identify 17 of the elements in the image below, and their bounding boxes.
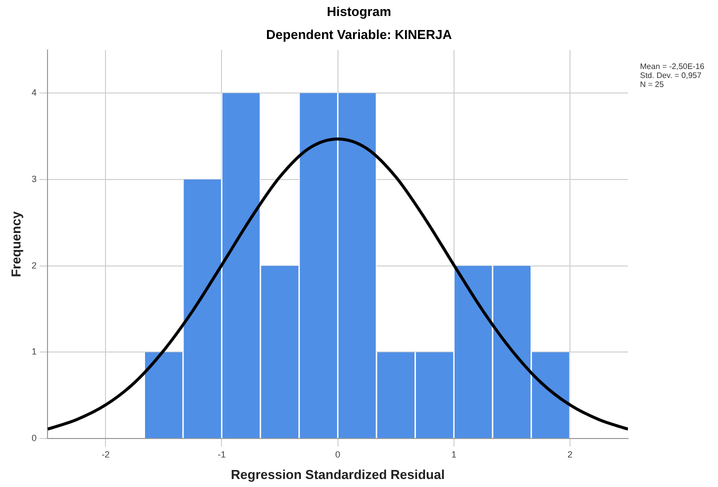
y-tick-label: 0 [32,433,37,444]
y-tick-label: 1 [32,346,37,357]
text: Std. Dev. = 0,957 [640,71,702,80]
x-tick-label: 1 [451,449,456,460]
chart-title: Histogram [326,4,392,19]
text: N = 25 [640,80,665,89]
y-tick-label: 4 [32,88,37,98]
x-tick-label: -1 [218,449,226,460]
x-tick-label: -2 [102,449,110,460]
x-tick-label: 2 [567,449,572,460]
x-tick-label: 0 [335,449,340,460]
x-axis-title: Regression Standardized Residual [230,466,445,482]
chart-subtitle: Dependent Variable: KINERJA [265,27,453,42]
y-tick-label: 2 [32,260,37,270]
y-axis-title: Frequency [8,210,24,278]
text: Mean = -2,50E-16 [640,62,704,71]
y-tick-label: 3 [32,174,37,184]
